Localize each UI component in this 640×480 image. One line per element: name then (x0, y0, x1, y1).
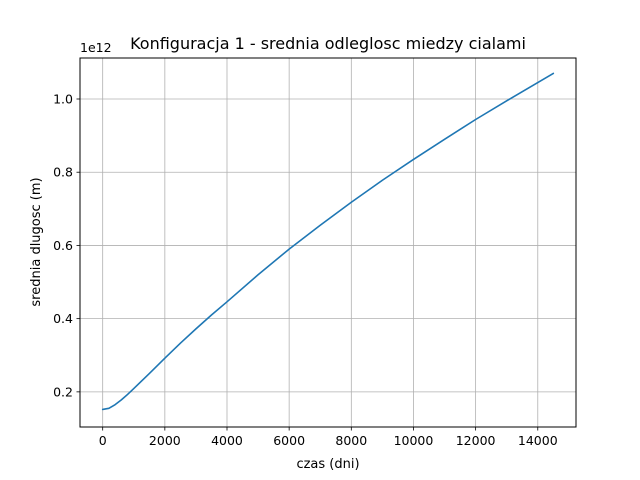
y-tick-label: 0.6 (53, 238, 73, 253)
series-line-0 (101, 72, 555, 411)
series-layer (101, 72, 555, 411)
y-axis-label: srednia dlugosc (m) (29, 177, 44, 306)
x-gridlines (102, 58, 539, 427)
plot-frame (79, 57, 577, 428)
x-tick-label: 4000 (211, 433, 243, 448)
y-axis-offset-label: 1e12 (80, 40, 112, 55)
x-tick-label: 2000 (149, 433, 181, 448)
x-tick-label: 6000 (273, 433, 305, 448)
x-tick-label: 12000 (456, 433, 496, 448)
x-tick-label: 14000 (518, 433, 558, 448)
y-axis-ticks: 0.2 0.4 0.6 0.8 1.0 (53, 92, 80, 399)
y-tick-label: 0.4 (53, 311, 73, 326)
y-tick-label: 1.0 (53, 92, 73, 107)
x-tick-label: 8000 (335, 433, 367, 448)
y-tick-label: 0.2 (53, 384, 73, 399)
y-tick-label: 0.8 (53, 165, 73, 180)
x-tick-label: 10000 (394, 433, 434, 448)
y-gridlines (80, 98, 576, 393)
x-axis-ticks: 0 2000 4000 6000 8000 10000 12000 14000 (99, 427, 558, 448)
chart-title: Konfiguracja 1 - srednia odleglosc miedz… (130, 34, 526, 53)
x-tick-label: 0 (99, 433, 107, 448)
x-axis-label: czas (dni) (296, 457, 359, 472)
